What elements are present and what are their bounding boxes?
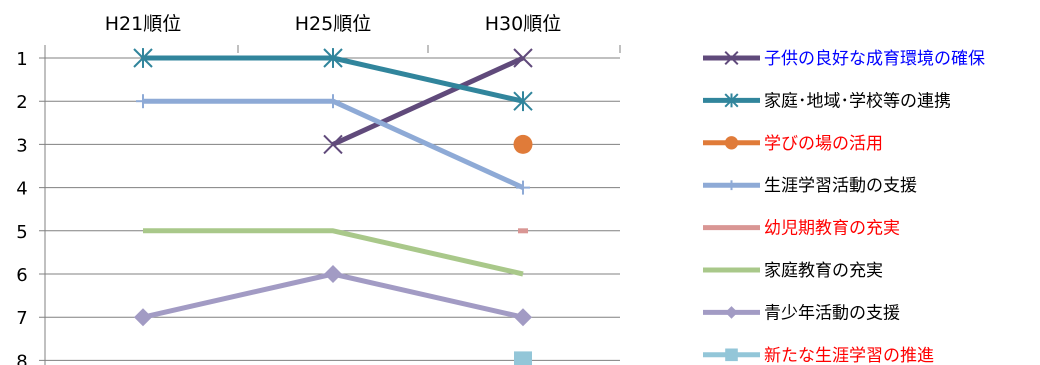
point-3-2 [516, 180, 530, 195]
legend: 子供の良好な成育環境の確保家庭･地域･学校等の連携学びの場の活用生涯学習活動の支… [703, 49, 985, 365]
legend-marker-4 [728, 225, 735, 230]
plot-grid [39, 45, 621, 365]
legend-marker-3 [726, 180, 737, 191]
legend-label-6: 青少年活動の支援 [764, 303, 900, 323]
point-0-1 [323, 134, 343, 155]
legend-label-7: 新たな生涯学習の推進 [764, 346, 934, 365]
point-0-2 [513, 48, 533, 68]
legend-item-6: 青少年活動の支援 [703, 303, 900, 323]
point-4-2 [518, 228, 528, 234]
point-1-1 [323, 48, 343, 68]
y-tick-label-3: 3 [16, 135, 27, 156]
legend-label-0: 子供の良好な成育環境の確保 [764, 49, 985, 69]
point-1-2 [513, 91, 533, 112]
legend-marker-6 [725, 306, 738, 319]
legend-marker-2 [724, 136, 739, 150]
legend-item-0: 子供の良好な成育環境の確保 [703, 49, 985, 69]
x-tick-label-0: H21順位 [105, 13, 181, 35]
series-line-5 [143, 228, 524, 277]
series-markers [133, 48, 533, 365]
x-axis-labels: H21順位 H25順位 H30順位 [105, 13, 561, 35]
y-tick-label-4: 4 [16, 179, 27, 200]
y-tick-label-7: 7 [16, 308, 27, 329]
x-tick-label-1: H25順位 [295, 13, 371, 35]
point-6-1 [324, 265, 342, 283]
legend-label-1: 家庭･地域･学校等の連携 [764, 91, 951, 111]
legend-label-3: 生涯学習活動の支援 [764, 176, 917, 196]
legend-item-1: 家庭･地域･学校等の連携 [703, 91, 951, 111]
y-tick-label-6: 6 [16, 265, 27, 286]
point-2-2 [513, 134, 533, 154]
y-tick-label-1: 1 [16, 49, 27, 70]
point-6-0 [134, 308, 152, 327]
y-tick-label-5: 5 [16, 222, 27, 243]
y-axis-labels: 1 2 3 4 5 6 7 8 [16, 49, 27, 365]
legend-item-7: 新たな生涯学習の推進 [703, 346, 934, 365]
point-6-2 [514, 308, 532, 327]
legend-item-2: 学びの場の活用 [703, 134, 883, 154]
point-7-2 [514, 351, 532, 365]
legend-marker-1 [724, 93, 739, 108]
point-3-1 [326, 94, 340, 109]
legend-marker-0 [724, 50, 739, 66]
y-tick-label-8: 8 [16, 351, 27, 365]
y-tick-label-2: 2 [16, 92, 27, 113]
series-line-0 [331, 55, 525, 147]
legend-label-2: 学びの場の活用 [764, 134, 883, 154]
legend-label-4: 幼児期教育の充実 [764, 219, 900, 239]
legend-marker-7 [725, 348, 738, 362]
point-3-0 [136, 94, 150, 109]
legend-label-5: 家庭教育の充実 [764, 261, 883, 281]
legend-item-3: 生涯学習活動の支援 [703, 176, 917, 196]
legend-item-4: 幼児期教育の充実 [703, 219, 900, 239]
point-1-0 [133, 48, 153, 68]
x-tick-label-2: H30順位 [485, 13, 561, 35]
legend-item-5: 家庭教育の充実 [703, 261, 883, 281]
